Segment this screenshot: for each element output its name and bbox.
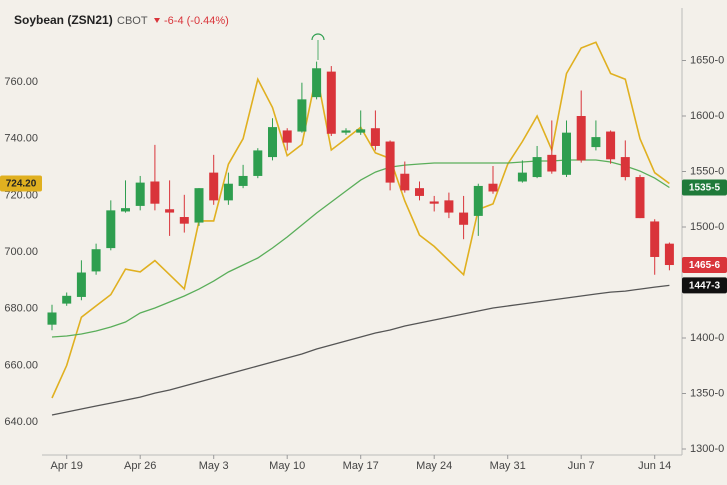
y-tick-label: 660.00 (4, 359, 38, 371)
x-tick-label: May 17 (343, 460, 379, 472)
y2-tick-label: 1600-0 (690, 110, 724, 122)
candle-body (532, 157, 542, 178)
y-tick-label: 760.00 (4, 76, 38, 88)
candle-body (253, 150, 263, 176)
candle-body (76, 272, 86, 297)
candle-body (650, 221, 660, 257)
candle-body (620, 157, 630, 178)
chart-title: Soybean (ZSN21) (14, 13, 113, 27)
y2-tick-label: 1550-0 (690, 165, 724, 177)
candle-body (517, 172, 527, 182)
high-marker (311, 33, 325, 41)
candle-body (385, 141, 395, 183)
candle-body (356, 129, 366, 133)
candle-body (312, 68, 322, 98)
last-value-label: 1465-6 (689, 260, 721, 271)
candle-body (576, 116, 586, 161)
y2-tick-label: 1650-0 (690, 54, 724, 66)
x-tick-label: May 3 (199, 460, 229, 472)
candle-body (165, 209, 175, 213)
candle-body (297, 99, 307, 132)
candle-body (194, 188, 204, 223)
last-value-badge (682, 179, 727, 196)
indicator-line (51, 284, 670, 416)
candle-body (459, 212, 469, 225)
candle-body (562, 132, 571, 175)
x-tick-label: Apr 19 (50, 460, 82, 472)
candle-body (488, 183, 498, 192)
x-tick-label: May 31 (490, 460, 526, 472)
candle-body (121, 208, 130, 212)
y2-tick-label: 1400-0 (690, 332, 724, 344)
candle-body (62, 295, 72, 304)
candle-body (209, 172, 219, 201)
candle-body (282, 130, 292, 143)
candle-body (106, 210, 116, 249)
candle-body (370, 128, 380, 146)
x-tick-label: Jun 14 (638, 460, 671, 472)
candle-body (341, 130, 351, 133)
down-arrow-icon (154, 18, 160, 23)
y-tick-label: 680.00 (4, 303, 38, 315)
last-value-label: 724.20 (6, 179, 37, 190)
candle-body (135, 182, 145, 206)
x-tick-label: Jun 7 (568, 460, 595, 472)
candle-body (591, 137, 601, 148)
candle-body (635, 177, 645, 219)
candle-body (91, 249, 101, 272)
candle-body (47, 312, 57, 325)
last-value-label: 1447-3 (689, 281, 721, 292)
candle-body (150, 181, 160, 204)
y-tick-label: 700.00 (4, 246, 38, 258)
candle-body (268, 127, 277, 158)
y-tick-label: 640.00 (4, 416, 38, 428)
candle-body (547, 154, 557, 172)
y2-tick-label: 1350-0 (690, 387, 724, 399)
candle-body (473, 185, 483, 216)
candle-body (415, 188, 424, 196)
price-change: -6-4 (-0.44%) (164, 15, 229, 27)
candle-body (664, 243, 674, 266)
x-tick-label: May 24 (416, 460, 452, 472)
last-value-badge (682, 257, 727, 274)
x-tick-label: May 10 (269, 460, 305, 472)
y2-tick-label: 1300-0 (690, 443, 724, 455)
candle-body (238, 175, 248, 186)
candle-body (444, 200, 454, 213)
last-value-badge (0, 175, 42, 192)
exchange: CBOT (117, 15, 148, 27)
last-value-label: 1535-5 (689, 183, 721, 194)
candle-body (326, 71, 336, 134)
x-tick-label: Apr 26 (124, 460, 156, 472)
y2-tick-label: 1500-0 (690, 221, 724, 233)
y-tick-label: 740.00 (4, 133, 38, 145)
last-value-badge (682, 277, 727, 294)
candle-body (429, 201, 439, 204)
candle-body (223, 183, 233, 201)
candle-body (400, 173, 410, 191)
candle-body (606, 131, 616, 160)
candle-body (179, 217, 189, 224)
y-tick-label: 720.00 (4, 189, 38, 201)
